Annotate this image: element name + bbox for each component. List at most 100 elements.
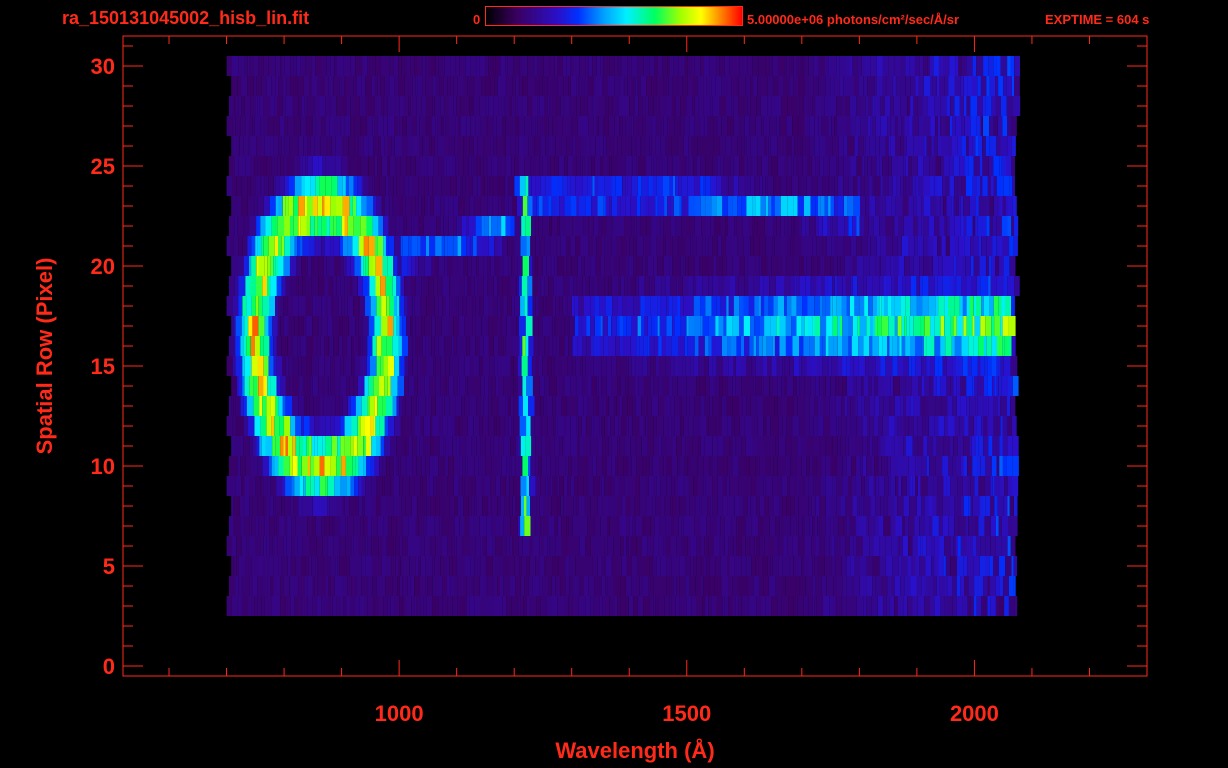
heatmap-cell: [412, 456, 417, 476]
heatmap-cell: [694, 256, 700, 276]
heatmap-cell: [572, 136, 575, 156]
heatmap-cell: [284, 136, 290, 156]
heatmap-cell: [568, 456, 572, 476]
heatmap-cell: [815, 576, 822, 596]
heatmap-cell: [960, 216, 964, 236]
heatmap-cell: [738, 276, 745, 296]
heatmap-cell: [426, 96, 433, 116]
heatmap-cell: [379, 576, 386, 596]
heatmap-cell: [911, 156, 918, 176]
heatmap-cell: [880, 436, 886, 456]
heatmap-cell: [642, 256, 646, 276]
heatmap-cell: [696, 276, 703, 296]
heatmap-cell: [922, 296, 929, 316]
heatmap-cell: [992, 216, 997, 236]
heatmap-cell: [421, 316, 425, 336]
heatmap-cell: [990, 476, 993, 496]
heatmap-cell: [418, 256, 425, 276]
heatmap-cell: [512, 536, 515, 556]
heatmap-cell: [659, 316, 667, 336]
heatmap-cell: [751, 356, 756, 376]
heatmap-cell: [569, 556, 576, 576]
heatmap-cell: [848, 436, 856, 456]
heatmap-cell: [590, 596, 594, 616]
heatmap-cell: [550, 236, 557, 256]
heatmap-cell: [855, 516, 860, 536]
heatmap-cell: [1000, 396, 1007, 416]
heatmap-cell: [709, 396, 713, 416]
heatmap-cell: [440, 556, 446, 576]
heatmap-cell: [438, 456, 445, 476]
heatmap-cell: [929, 376, 934, 396]
heatmap-cell: [663, 536, 666, 556]
heatmap-cell: [630, 336, 637, 356]
heatmap-cell: [231, 96, 235, 116]
heatmap-cell: [921, 216, 924, 236]
heatmap-cell: [604, 236, 608, 256]
heatmap-cell: [1011, 136, 1016, 156]
heatmap-cell: [941, 136, 948, 156]
heatmap-cell: [794, 496, 799, 516]
heatmap-cell: [318, 316, 322, 336]
heatmap-cell: [476, 156, 481, 176]
heatmap-cell: [974, 416, 977, 436]
heatmap-cell: [579, 516, 585, 536]
heatmap-cell: [504, 96, 509, 116]
heatmap-cell: [551, 356, 555, 376]
heatmap-cell: [1007, 416, 1012, 436]
heatmap-cell: [373, 416, 376, 436]
heatmap-cell: [680, 256, 684, 276]
heatmap-cell: [989, 136, 997, 156]
heatmap-cell: [688, 136, 692, 156]
heatmap-cell: [985, 316, 992, 336]
heatmap-cell: [971, 356, 978, 376]
heatmap-cell: [810, 276, 817, 296]
heatmap-cell: [304, 396, 307, 416]
heatmap-cell: [577, 436, 580, 456]
heatmap-cell: [385, 236, 389, 256]
heatmap-cell: [479, 336, 484, 356]
heatmap-cell: [874, 176, 881, 196]
heatmap-cell: [370, 416, 374, 436]
heatmap-cell: [389, 156, 396, 176]
heatmap-cell: [907, 96, 911, 116]
heatmap-cell: [377, 156, 382, 176]
heatmap-cell: [635, 276, 639, 296]
heatmap-cell: [297, 456, 302, 476]
heatmap-cell: [945, 336, 952, 356]
heatmap-cell: [694, 216, 702, 236]
heatmap-cell: [492, 556, 500, 576]
heatmap-cell: [354, 116, 361, 136]
heatmap-cell: [762, 336, 767, 356]
heatmap-cell: [262, 276, 267, 296]
heatmap-cell: [559, 476, 564, 496]
heatmap-cell: [234, 96, 239, 116]
heatmap-cell: [861, 376, 864, 396]
heatmap-cell: [677, 296, 680, 316]
heatmap-cell: [332, 276, 337, 296]
heatmap-cell: [620, 596, 626, 616]
heatmap-cell: [235, 316, 242, 336]
heatmap-cell: [758, 296, 761, 316]
heatmap-cell: [282, 96, 286, 116]
heatmap-cell: [571, 296, 575, 316]
heatmap-cell: [480, 116, 485, 136]
heatmap-cell: [774, 536, 779, 556]
heatmap-cell: [531, 436, 536, 456]
heatmap-cell: [670, 56, 674, 76]
heatmap-cell: [603, 376, 607, 396]
heatmap-cell: [863, 76, 868, 96]
heatmap-cell: [711, 336, 716, 356]
heatmap-cell: [290, 76, 298, 96]
heatmap-cell: [782, 416, 787, 436]
heatmap-cell: [766, 336, 773, 356]
heatmap-cell: [329, 116, 334, 136]
heatmap-cell: [679, 596, 687, 616]
heatmap-cell: [519, 556, 522, 576]
heatmap-cell: [768, 496, 774, 516]
heatmap-cell: [1001, 216, 1008, 236]
heatmap-cell: [303, 436, 307, 456]
heatmap-cell: [448, 456, 454, 476]
heatmap-cell: [756, 596, 762, 616]
heatmap-cell: [816, 596, 823, 616]
